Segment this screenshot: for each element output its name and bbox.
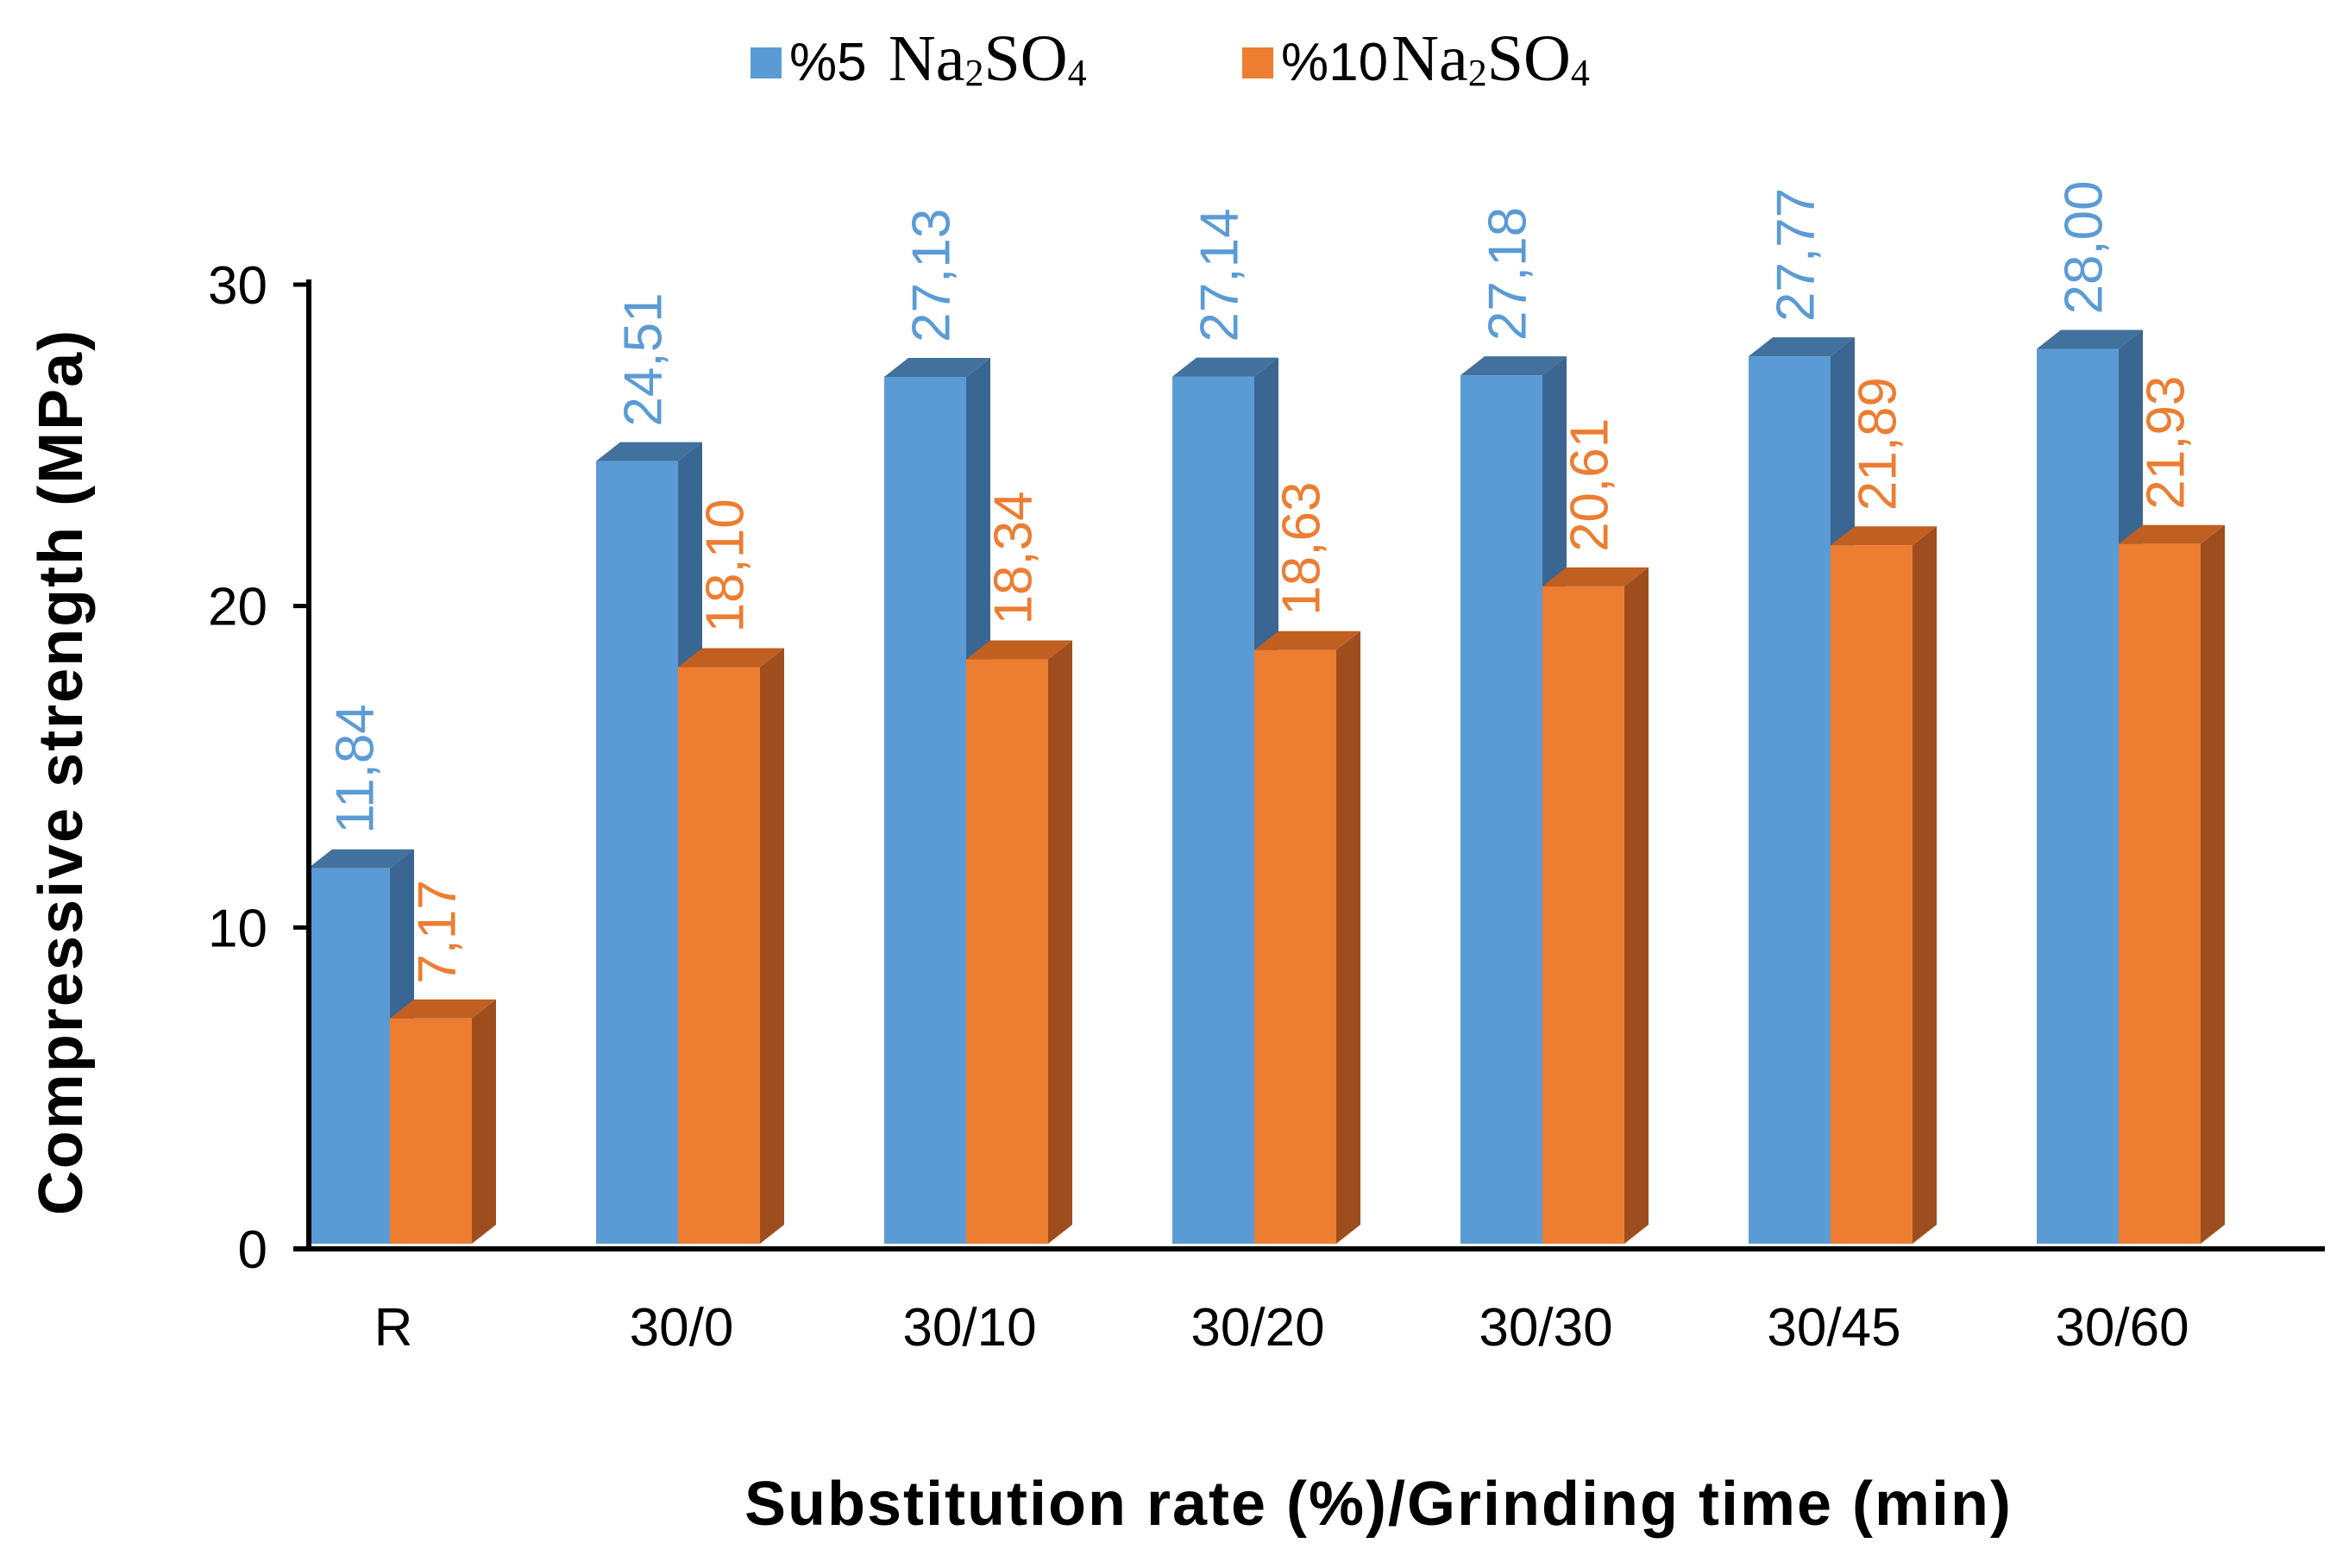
bar-top (1749, 337, 1855, 357)
bar-front (1254, 649, 1336, 1244)
bar-front (2119, 543, 2201, 1244)
bar-top (1460, 356, 1567, 376)
category-label-2: 30/0 (630, 1298, 734, 1358)
y-tick-label: 30 (208, 256, 267, 316)
bar-front (1542, 586, 1624, 1244)
category-label-7: 30/60 (2055, 1298, 2189, 1358)
bar-2-1 (390, 999, 496, 1244)
bar-front (1831, 545, 1912, 1244)
bar-top (1831, 526, 1937, 546)
legend-label-series-2: %10Na2SO4 (1281, 22, 1590, 95)
bar-top (1254, 630, 1360, 650)
bar-top (390, 999, 496, 1019)
bar-side (472, 999, 496, 1244)
axes (293, 279, 2325, 1251)
bar-top (596, 442, 702, 461)
value-label-2-7: 21,93 (2137, 376, 2196, 510)
bar-2-3 (966, 640, 1072, 1244)
bar-front (2037, 348, 2119, 1244)
y-tick-label: 10 (208, 899, 267, 958)
y-axis-title: Compressive strength (MPa) (27, 329, 96, 1215)
bars (308, 329, 2225, 1245)
value-label-1-4: 27,14 (1190, 208, 1250, 342)
bar-top (2037, 329, 2143, 349)
legend-swatch-series-2 (1242, 47, 1273, 78)
bar-front (884, 376, 966, 1244)
bar-front (1460, 375, 1542, 1244)
value-label-1-1: 11,84 (326, 704, 386, 834)
legend: %5 Na2SO4 %10Na2SO4 (751, 22, 1590, 95)
value-label-1-7: 28,00 (2055, 180, 2114, 314)
y-axis-ticks: 0 10 20 30 (208, 256, 309, 1280)
bar-front (678, 667, 760, 1244)
legend-label-series-1: %5 Na2SO4 (789, 22, 1087, 95)
category-label-5: 30/30 (1479, 1298, 1612, 1358)
value-label-2-6: 21,89 (1849, 377, 1908, 511)
bar-front (1172, 376, 1254, 1245)
bar-2-7 (2119, 524, 2225, 1244)
bar-2-2 (678, 648, 784, 1244)
bar-top (1542, 567, 1649, 586)
value-label-2-5: 20,61 (1561, 418, 1620, 552)
bar-front (390, 1018, 472, 1244)
category-label-6: 30/45 (1767, 1298, 1900, 1358)
category-label-1: R (374, 1298, 413, 1358)
category-label-4: 30/20 (1190, 1298, 1324, 1358)
bar-side (2201, 524, 2225, 1244)
bar-2-5 (1542, 567, 1649, 1244)
bar-1-5 (1460, 356, 1567, 1244)
legend-swatch-series-1 (751, 47, 782, 78)
bar-top (2119, 524, 2225, 544)
value-label-1-6: 27,77 (1767, 188, 1826, 322)
bar-2-4 (1254, 630, 1360, 1244)
value-label-1-5: 27,18 (1479, 207, 1538, 341)
value-label-2-3: 18,34 (984, 491, 1044, 624)
bar-side (1336, 630, 1360, 1244)
data-labels: 11,84 7,17 24,51 18,10 27,13 18,34 27,14 18,63 2… (326, 180, 2196, 983)
bar-side (1624, 567, 1649, 1244)
x-axis-title: Substitution rate (%)/Grinding time (min… (744, 1470, 2013, 1539)
bar-top (308, 849, 414, 869)
value-label-2-4: 18,63 (1272, 482, 1332, 616)
category-labels: R 30/0 30/10 30/20 30/30 30/45 30/60 (374, 1298, 2189, 1358)
bar-top (678, 648, 784, 668)
bar-top (1172, 357, 1278, 377)
value-label-1-3: 27,13 (902, 209, 962, 342)
bar-front (308, 868, 390, 1244)
bar-front (1749, 356, 1831, 1244)
bar-side (1912, 526, 1937, 1244)
y-tick-label: 20 (208, 578, 267, 637)
value-label-2-2: 18,10 (696, 499, 756, 632)
bar-top (966, 640, 1072, 660)
y-tick-label: 0 (238, 1220, 267, 1280)
value-label-2-1: 7,17 (408, 880, 468, 984)
bar-side (1048, 640, 1072, 1244)
bar-front (596, 461, 678, 1244)
bar-front (966, 659, 1048, 1244)
bar-side (760, 648, 784, 1244)
bar-2-6 (1831, 526, 1937, 1244)
category-label-3: 30/10 (902, 1298, 1036, 1358)
value-label-1-2: 24,51 (614, 292, 674, 426)
bar-top (884, 357, 990, 377)
